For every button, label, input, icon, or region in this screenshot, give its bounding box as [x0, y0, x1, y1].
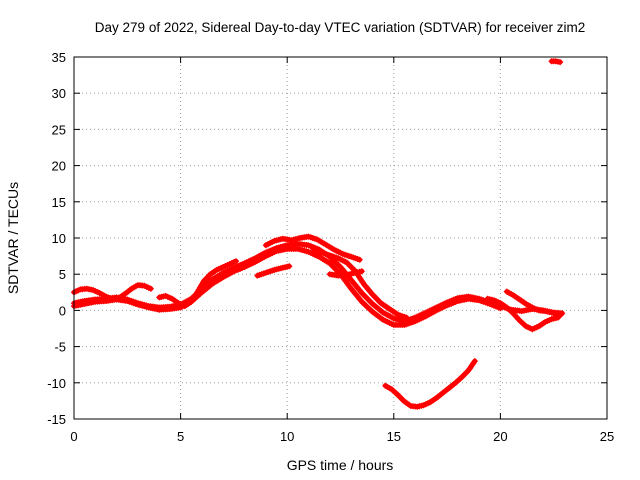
- x-tick-label: 20: [493, 429, 507, 444]
- y-tick-label: -15: [47, 412, 66, 427]
- series-late-branch: [484, 295, 561, 333]
- y-tick-label: 0: [59, 303, 66, 318]
- data-point: [557, 312, 564, 319]
- series-outlier-top: [548, 58, 564, 66]
- series-late-branch-2: [503, 288, 564, 319]
- y-tick-label: 15: [52, 195, 66, 210]
- y-tick-label: 20: [52, 159, 66, 174]
- x-tick-label: 15: [387, 429, 401, 444]
- data-point: [147, 285, 154, 292]
- x-tick-label: 10: [280, 429, 294, 444]
- data-point: [358, 268, 365, 275]
- y-tick-label: 30: [52, 86, 66, 101]
- series-upper-arc-a: [71, 282, 154, 302]
- data-series: [71, 58, 566, 410]
- y-tick-label: 25: [52, 122, 66, 137]
- x-tick-label: 0: [70, 429, 77, 444]
- x-axis-title: GPS time / hours: [287, 457, 394, 473]
- y-tick-label: 5: [59, 267, 66, 282]
- plot-frame: [73, 56, 608, 420]
- x-tick-label: 5: [177, 429, 184, 444]
- series-negative-arc: [382, 358, 478, 410]
- y-tick-label: 10: [52, 231, 66, 246]
- x-tick-label: 25: [600, 429, 614, 444]
- series-short-segment-a: [254, 263, 293, 279]
- y-tick-label: 35: [52, 50, 66, 65]
- series-peak-mid: [309, 245, 410, 321]
- data-point: [233, 258, 239, 265]
- series-short-segment-b: [326, 268, 365, 279]
- series-upper-arc-b: [156, 258, 239, 310]
- data-point: [557, 59, 564, 66]
- data-point: [356, 256, 363, 263]
- data-point: [403, 314, 410, 321]
- grid: [74, 57, 607, 419]
- series-peak-upper: [262, 233, 363, 263]
- y-tick-label: -5: [54, 340, 66, 355]
- data-point: [471, 358, 478, 365]
- data-point: [286, 263, 293, 270]
- axis-ticks: 0 5 10 15 20 25 -15 -10 -5 0 5 10 15 20 25 30 35: [47, 50, 614, 444]
- chart-title: Day 279 of 2022, Sidereal Day-to-day VTE…: [95, 20, 585, 35]
- y-tick-label: -10: [47, 376, 66, 391]
- y-axis-title: SDTVAR / TECUs: [5, 182, 21, 294]
